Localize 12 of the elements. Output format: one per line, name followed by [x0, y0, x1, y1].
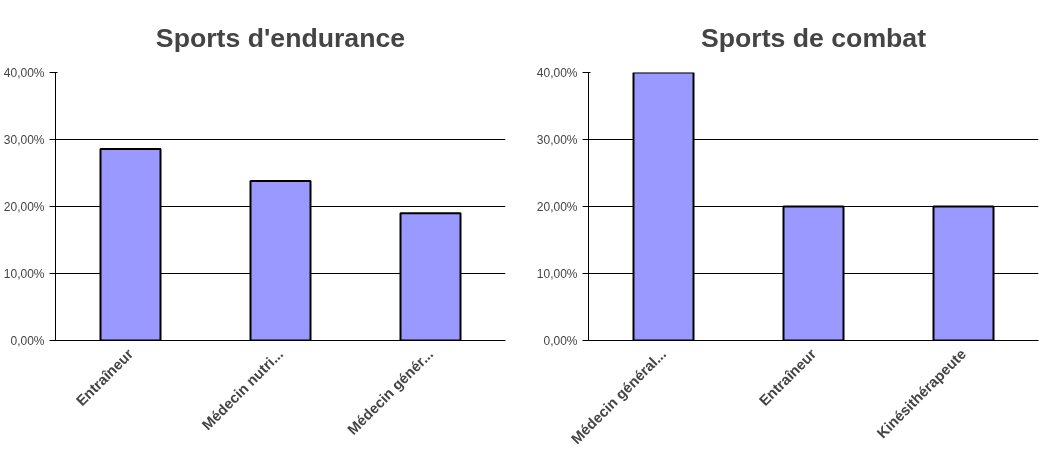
- y-tick-label: 30,00%: [3, 132, 45, 147]
- chart-title: Sports d'endurance: [155, 22, 406, 53]
- chart-title: Sports de combat: [700, 22, 927, 53]
- y-tick-label: 20,00%: [536, 199, 578, 214]
- y-tick-label: 10,00%: [3, 266, 45, 281]
- y-tick-label: 0,00%: [543, 333, 578, 348]
- y-tick-label: 0,00%: [10, 333, 45, 348]
- y-tick-label: 40,00%: [3, 65, 45, 80]
- y-tick-label: 20,00%: [3, 199, 45, 214]
- y-tick-label: 30,00%: [536, 132, 578, 147]
- y-tick-label: 10,00%: [536, 266, 578, 281]
- y-tick-label: 40,00%: [536, 65, 578, 80]
